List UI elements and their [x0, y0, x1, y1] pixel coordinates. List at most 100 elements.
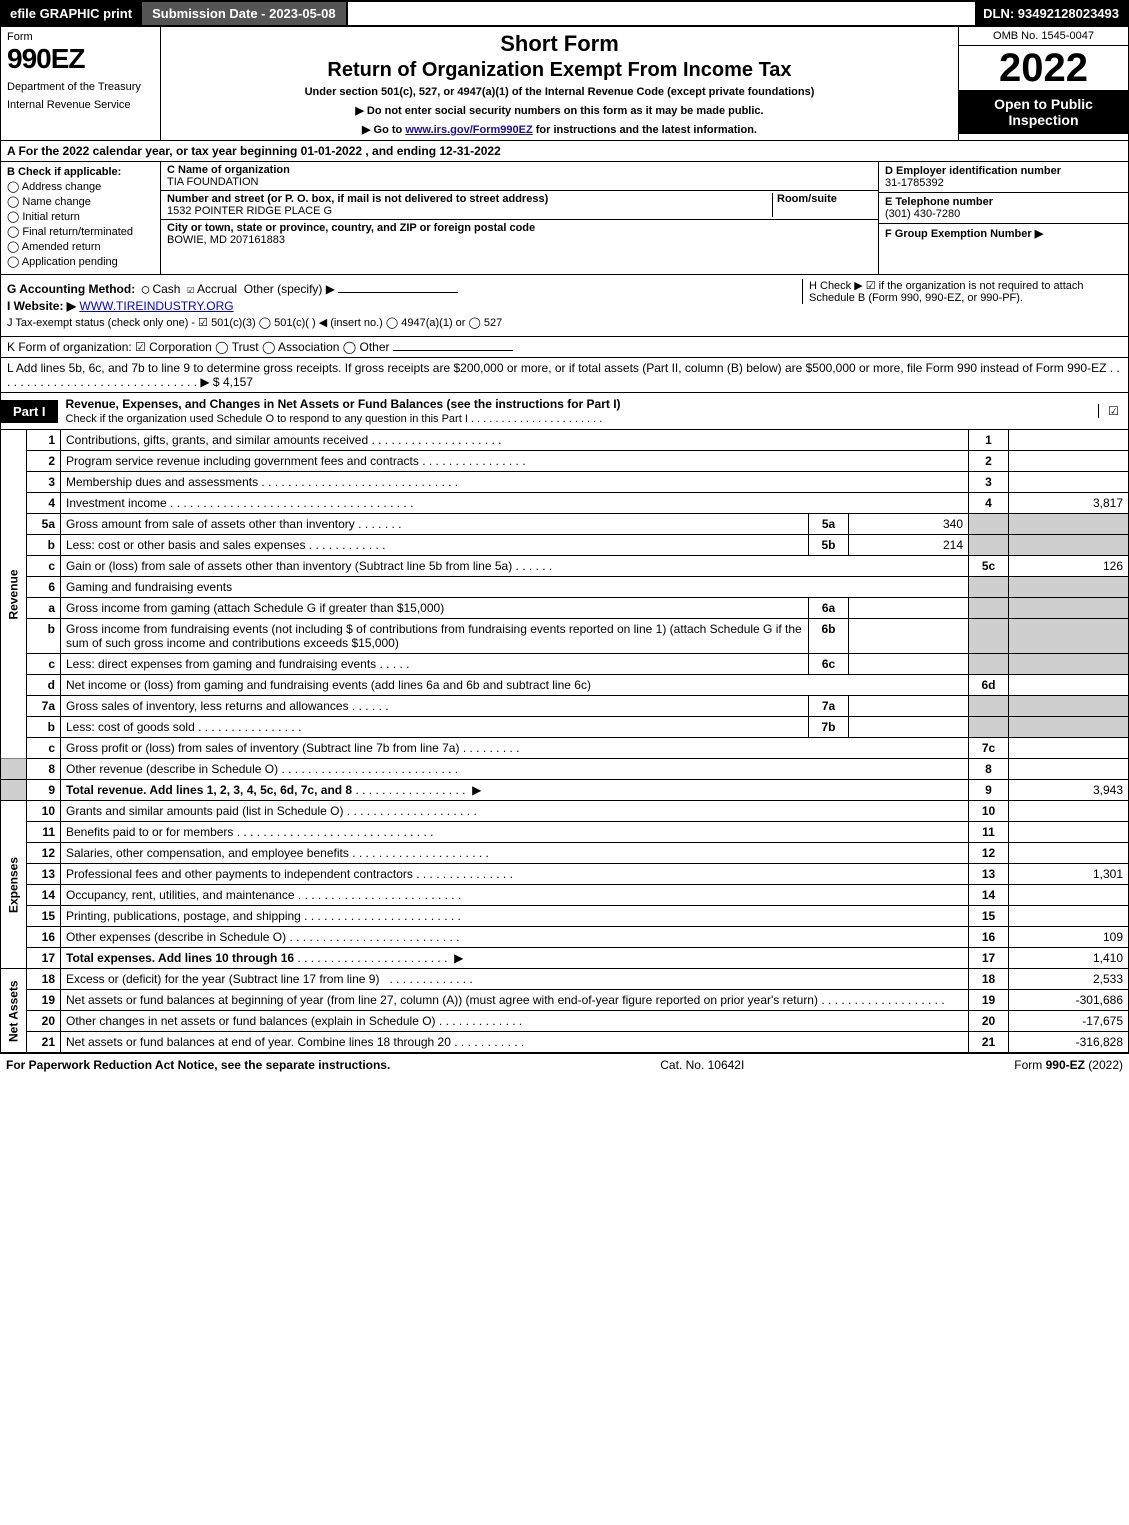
line-desc: Membership dues and assessments . . . . … — [61, 472, 969, 493]
website-link[interactable]: WWW.TIREINDUSTRY.ORG — [79, 299, 233, 313]
line-val — [1009, 738, 1129, 759]
other-specify-input[interactable] — [338, 292, 458, 293]
line-box: 7c — [969, 738, 1009, 759]
chk-amended-return[interactable]: ◯ Amended return — [7, 240, 154, 253]
line-box: 3 — [969, 472, 1009, 493]
form-word: Form — [7, 31, 154, 43]
line-val-shade — [1009, 654, 1129, 675]
table-row: 16 Other expenses (describe in Schedule … — [1, 927, 1129, 948]
line-box-shade — [969, 654, 1009, 675]
line-box: 10 — [969, 801, 1009, 822]
open-public-badge: Open to Public Inspection — [959, 90, 1128, 134]
line-midval — [849, 619, 969, 654]
section-k-other-input[interactable] — [393, 350, 513, 351]
chk-address-change[interactable]: ◯ Address change — [7, 180, 154, 193]
line-num: 2 — [27, 451, 61, 472]
line-box: 12 — [969, 843, 1009, 864]
line-box: 14 — [969, 885, 1009, 906]
ein-value: 31-1785392 — [885, 177, 944, 189]
part1-label: Part I — [1, 400, 58, 423]
line-desc: Occupancy, rent, utilities, and maintena… — [61, 885, 969, 906]
line-desc: Professional fees and other payments to … — [61, 864, 969, 885]
line-midbox: 6b — [809, 619, 849, 654]
line-val — [1009, 843, 1129, 864]
line-num: 20 — [27, 1011, 61, 1032]
table-row: 13 Professional fees and other payments … — [1, 864, 1129, 885]
line-box-shade — [969, 514, 1009, 535]
table-row: 8 Other revenue (describe in Schedule O)… — [1, 759, 1129, 780]
chk-name-change-label: Name change — [22, 196, 91, 208]
section-d-label: D Employer identification number — [885, 165, 1061, 177]
side-spacer — [1, 759, 27, 780]
line-desc: Gross sales of inventory, less returns a… — [61, 696, 809, 717]
line-box: 1 — [969, 430, 1009, 451]
chk-initial-return[interactable]: ◯ Initial return — [7, 210, 154, 223]
addr-label: Number and street (or P. O. box, if mail… — [167, 193, 548, 205]
other-specify: Other (specify) ▶ — [244, 282, 335, 296]
section-bcdef: B Check if applicable: ◯ Address change … — [0, 162, 1129, 275]
omb-number: OMB No. 1545-0047 — [959, 27, 1128, 46]
part1-header: Part I Revenue, Expenses, and Changes in… — [0, 393, 1129, 430]
line-val-shade — [1009, 619, 1129, 654]
line-box: 15 — [969, 906, 1009, 927]
line-box: 13 — [969, 864, 1009, 885]
line-num: 21 — [27, 1032, 61, 1053]
line-midbox: 7a — [809, 696, 849, 717]
line-val: 2,533 — [1009, 969, 1129, 990]
line-desc: Gross profit or (loss) from sales of inv… — [61, 738, 969, 759]
line-val-shade — [1009, 577, 1129, 598]
line-num: 3 — [27, 472, 61, 493]
section-j-text: J Tax-exempt status (check only one) - ☑… — [7, 317, 502, 329]
line-val: 126 — [1009, 556, 1129, 577]
line-midbox: 5b — [809, 535, 849, 556]
irs-label: Internal Revenue Service — [7, 99, 154, 111]
line-val-shade — [1009, 535, 1129, 556]
chk-application-pending[interactable]: ◯ Application pending — [7, 255, 154, 268]
chk-final-return[interactable]: ◯ Final return/terminated — [7, 225, 154, 238]
section-ghij: G Accounting Method: ◯ Cash ☑ Accrual Ot… — [0, 275, 1129, 337]
line-box-shade — [969, 619, 1009, 654]
line-num: 1 — [27, 430, 61, 451]
line-val: 109 — [1009, 927, 1129, 948]
line-val — [1009, 472, 1129, 493]
line-midval — [849, 696, 969, 717]
line-box: 17 — [969, 948, 1009, 969]
line-box: 8 — [969, 759, 1009, 780]
line-val-shade — [1009, 696, 1129, 717]
irs-link[interactable]: www.irs.gov/Form990EZ — [405, 124, 532, 136]
line-num: 18 — [27, 969, 61, 990]
section-b: B Check if applicable: ◯ Address change … — [1, 162, 161, 274]
line-midval — [849, 598, 969, 619]
line-box: 6d — [969, 675, 1009, 696]
line-num: 19 — [27, 990, 61, 1011]
section-l-text: L Add lines 5b, 6c, and 7b to line 9 to … — [7, 361, 1120, 389]
chk-accrual[interactable]: ☑ — [187, 282, 194, 296]
chk-amended-return-label: Amended return — [22, 241, 101, 253]
line-midval — [849, 717, 969, 738]
part1-schedule-o-check[interactable]: ☑ — [1098, 404, 1128, 418]
line-box: 4 — [969, 493, 1009, 514]
line-num: c — [27, 654, 61, 675]
line-num: 9 — [27, 780, 61, 801]
line-val — [1009, 906, 1129, 927]
line-desc: Other changes in net assets or fund bala… — [61, 1011, 969, 1032]
table-row: Net Assets 18 Excess or (deficit) for th… — [1, 969, 1129, 990]
part1-title: Revenue, Expenses, and Changes in Net As… — [66, 397, 621, 411]
line-num: 11 — [27, 822, 61, 843]
part1-title-block: Revenue, Expenses, and Changes in Net As… — [58, 393, 1098, 429]
chk-cash[interactable]: ◯ — [142, 282, 149, 296]
line-num: 16 — [27, 927, 61, 948]
page-footer: For Paperwork Reduction Act Notice, see … — [0, 1053, 1129, 1076]
chk-name-change[interactable]: ◯ Name change — [7, 195, 154, 208]
line-box-shade — [969, 598, 1009, 619]
section-h: H Check ▶ ☑ if the organization is not r… — [802, 279, 1122, 304]
line-midval — [849, 654, 969, 675]
section-i-label: I Website: ▶ — [7, 299, 76, 313]
part1-table: Revenue 1 Contributions, gifts, grants, … — [0, 430, 1129, 1053]
line-num: 12 — [27, 843, 61, 864]
table-row: 4 Investment income . . . . . . . . . . … — [1, 493, 1129, 514]
line-num: b — [27, 717, 61, 738]
line-val: -316,828 — [1009, 1032, 1129, 1053]
line-box: 18 — [969, 969, 1009, 990]
line-num: b — [27, 619, 61, 654]
